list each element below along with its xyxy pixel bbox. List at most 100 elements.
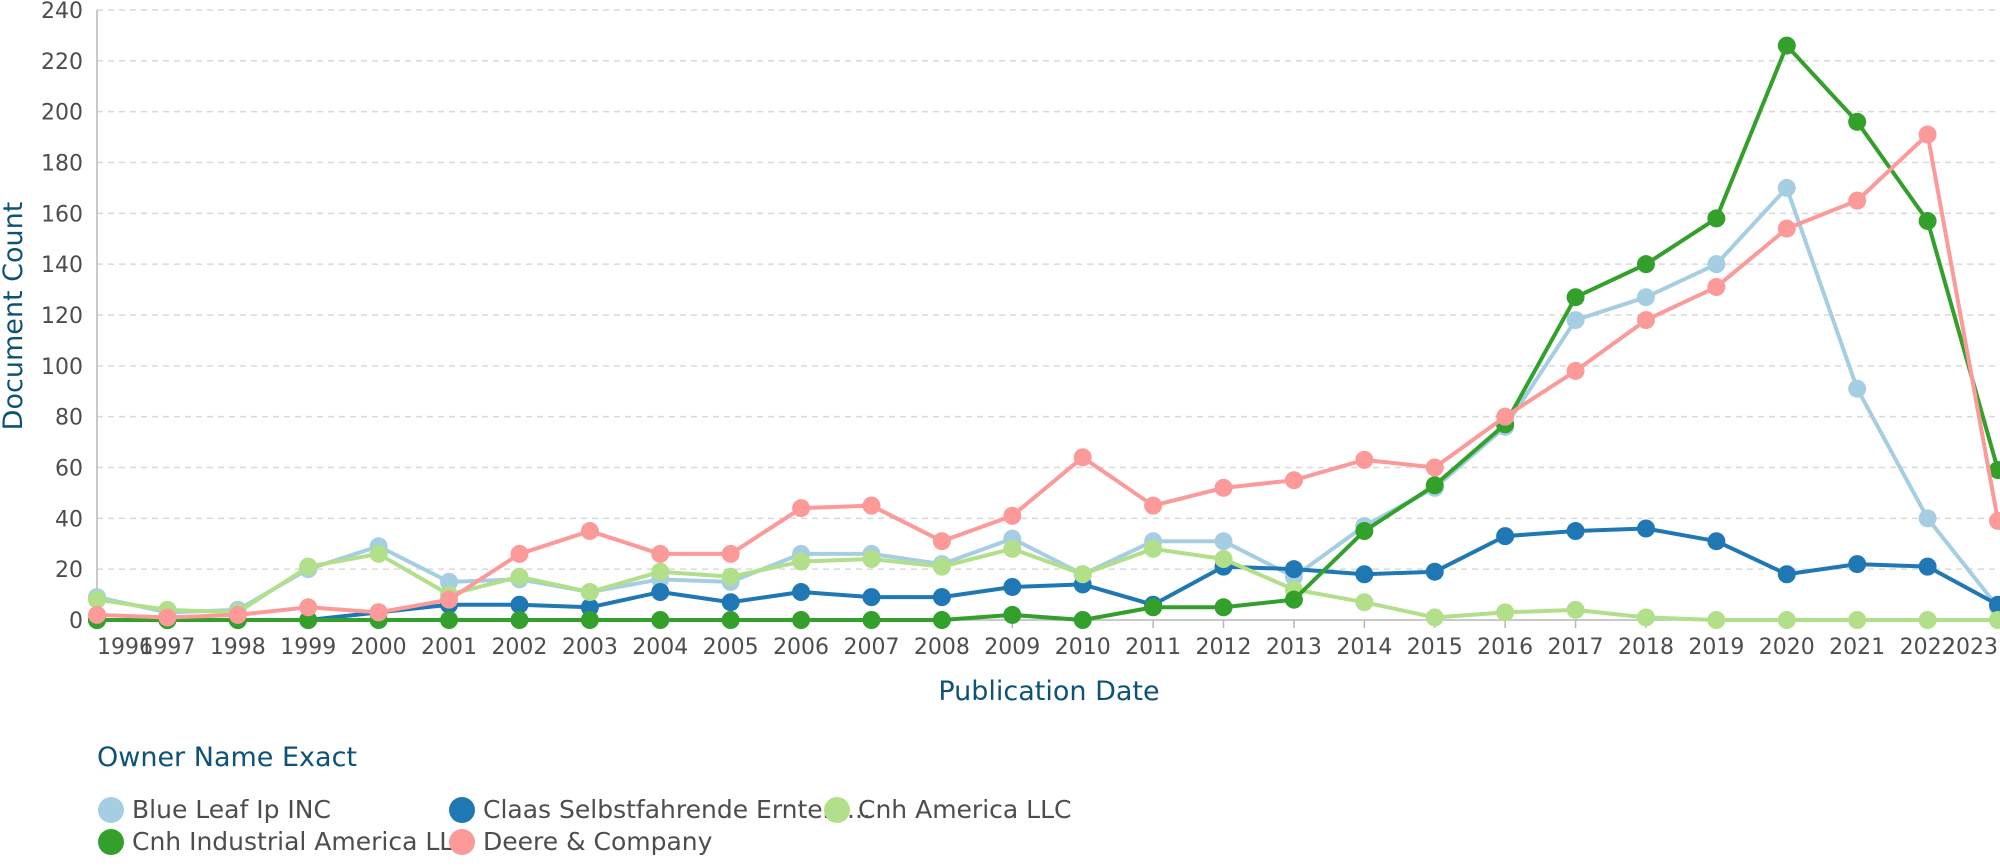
data-point[interactable]: [1003, 606, 1021, 624]
data-point[interactable]: [1496, 603, 1514, 621]
data-point[interactable]: [1215, 479, 1233, 497]
data-point[interactable]: [1637, 608, 1655, 626]
data-point[interactable]: [1355, 593, 1373, 611]
legend-item[interactable]: Claas Selbstfahrende Erntem...: [449, 795, 871, 824]
data-point[interactable]: [1426, 563, 1444, 581]
legend-item[interactable]: Cnh America LLC: [824, 795, 1071, 824]
data-point[interactable]: [933, 588, 951, 606]
data-point[interactable]: [722, 545, 740, 563]
data-point[interactable]: [1285, 471, 1303, 489]
data-point[interactable]: [651, 563, 669, 581]
data-point[interactable]: [299, 558, 317, 576]
data-point[interactable]: [229, 606, 247, 624]
data-point[interactable]: [1848, 192, 1866, 210]
data-point[interactable]: [158, 608, 176, 626]
data-point[interactable]: [1426, 608, 1444, 626]
data-point[interactable]: [1496, 527, 1514, 545]
data-point[interactable]: [651, 583, 669, 601]
data-point[interactable]: [862, 611, 880, 629]
data-point[interactable]: [1426, 459, 1444, 477]
data-point[interactable]: [1567, 601, 1585, 619]
data-point[interactable]: [1567, 522, 1585, 540]
data-point[interactable]: [299, 598, 317, 616]
data-point[interactable]: [510, 568, 528, 586]
data-point[interactable]: [1637, 255, 1655, 273]
data-point[interactable]: [581, 611, 599, 629]
data-point[interactable]: [722, 611, 740, 629]
data-point[interactable]: [88, 606, 106, 624]
data-point[interactable]: [1778, 220, 1796, 238]
data-point[interactable]: [1707, 532, 1725, 550]
data-point[interactable]: [1778, 179, 1796, 197]
data-point[interactable]: [862, 497, 880, 515]
data-point[interactable]: [1637, 520, 1655, 538]
data-point[interactable]: [1144, 497, 1162, 515]
legend-item[interactable]: Blue Leaf Ip INC: [98, 795, 331, 824]
data-point[interactable]: [1707, 278, 1725, 296]
data-point[interactable]: [722, 593, 740, 611]
data-point[interactable]: [1567, 288, 1585, 306]
data-point[interactable]: [1215, 598, 1233, 616]
data-point[interactable]: [1778, 565, 1796, 583]
data-point[interactable]: [1567, 311, 1585, 329]
data-point[interactable]: [1848, 113, 1866, 131]
data-point[interactable]: [792, 553, 810, 571]
data-point[interactable]: [1567, 362, 1585, 380]
data-point[interactable]: [1919, 126, 1937, 144]
data-point[interactable]: [1003, 578, 1021, 596]
data-point[interactable]: [1285, 560, 1303, 578]
data-point[interactable]: [440, 611, 458, 629]
data-point[interactable]: [1778, 37, 1796, 55]
data-point[interactable]: [1355, 565, 1373, 583]
data-point[interactable]: [370, 545, 388, 563]
data-point[interactable]: [651, 611, 669, 629]
data-point[interactable]: [1848, 555, 1866, 573]
data-point[interactable]: [1707, 255, 1725, 273]
data-point[interactable]: [1003, 507, 1021, 525]
data-point[interactable]: [1919, 611, 1937, 629]
data-point[interactable]: [862, 588, 880, 606]
data-point[interactable]: [722, 568, 740, 586]
data-point[interactable]: [510, 545, 528, 563]
legend-item[interactable]: Cnh Industrial America LLC: [98, 827, 471, 856]
legend-item[interactable]: Deere & Company: [449, 827, 713, 856]
data-point[interactable]: [581, 522, 599, 540]
data-point[interactable]: [1707, 209, 1725, 227]
data-point[interactable]: [933, 532, 951, 550]
data-point[interactable]: [1778, 611, 1796, 629]
data-point[interactable]: [370, 603, 388, 621]
data-point[interactable]: [1919, 558, 1937, 576]
data-point[interactable]: [1848, 611, 1866, 629]
data-point[interactable]: [1848, 380, 1866, 398]
data-point[interactable]: [581, 583, 599, 601]
data-point[interactable]: [1003, 540, 1021, 558]
data-point[interactable]: [1426, 476, 1444, 494]
data-point[interactable]: [1144, 598, 1162, 616]
data-point[interactable]: [1637, 311, 1655, 329]
data-point[interactable]: [651, 545, 669, 563]
data-point[interactable]: [1285, 591, 1303, 609]
data-point[interactable]: [1144, 540, 1162, 558]
data-point[interactable]: [1355, 451, 1373, 469]
data-point[interactable]: [1919, 212, 1937, 230]
data-point[interactable]: [1074, 611, 1092, 629]
data-point[interactable]: [1215, 550, 1233, 568]
data-point[interactable]: [792, 499, 810, 517]
data-point[interactable]: [862, 550, 880, 568]
data-point[interactable]: [1989, 512, 2000, 530]
data-point[interactable]: [1215, 532, 1233, 550]
data-point[interactable]: [792, 583, 810, 601]
data-point[interactable]: [1074, 565, 1092, 583]
data-point[interactable]: [440, 591, 458, 609]
data-point[interactable]: [1707, 611, 1725, 629]
data-point[interactable]: [933, 558, 951, 576]
data-point[interactable]: [1989, 611, 2000, 629]
data-point[interactable]: [1637, 288, 1655, 306]
data-point[interactable]: [510, 611, 528, 629]
data-point[interactable]: [1355, 522, 1373, 540]
data-point[interactable]: [1496, 408, 1514, 426]
data-point[interactable]: [1074, 448, 1092, 466]
data-point[interactable]: [792, 611, 810, 629]
data-point[interactable]: [1919, 509, 1937, 527]
data-point[interactable]: [933, 611, 951, 629]
